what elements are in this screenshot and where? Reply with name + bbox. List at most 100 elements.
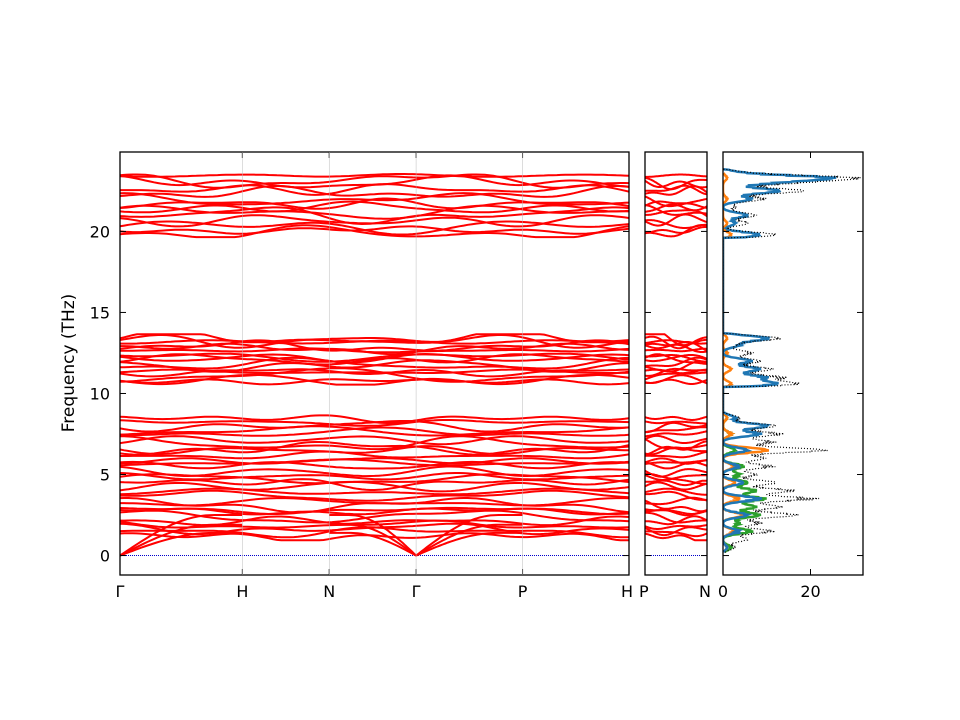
y-tick-label: 10	[90, 384, 110, 403]
band-line	[645, 468, 707, 478]
band-line	[120, 509, 629, 524]
band-line	[120, 184, 629, 198]
band-line	[645, 367, 707, 377]
band-line	[645, 481, 707, 491]
acoustic-branch	[120, 514, 243, 557]
acoustic-branch	[329, 514, 417, 557]
band-line	[645, 213, 707, 227]
band-line	[645, 490, 707, 501]
acoustic-branch	[120, 531, 243, 557]
x-tick-label: 20	[800, 582, 820, 601]
band-line	[120, 487, 629, 496]
band-line	[645, 450, 707, 459]
x-tick-label: N	[699, 582, 711, 601]
x-tick-label: P	[639, 582, 649, 601]
band-line	[645, 341, 707, 352]
y-tick-label: 0	[100, 547, 110, 566]
band-line	[120, 457, 629, 465]
band-lines	[645, 173, 707, 557]
x-tick-label: Γ	[116, 582, 125, 601]
y-tick-label: 15	[90, 303, 110, 322]
band-line	[120, 465, 629, 478]
frequency-axis: 0 5 10 15 20	[90, 222, 707, 566]
acoustic-branch	[415, 531, 523, 557]
band-line	[645, 378, 707, 385]
band-line	[120, 204, 629, 220]
band-line	[645, 353, 707, 365]
band-line	[645, 430, 707, 438]
band-line	[120, 489, 629, 502]
band-line	[645, 532, 707, 542]
band-line	[120, 425, 629, 437]
x-tick-label: 0	[718, 582, 728, 601]
band-line	[645, 356, 707, 368]
panel-frame	[644, 151, 708, 576]
band-line	[120, 378, 629, 386]
band-line	[120, 450, 629, 460]
band-line	[120, 339, 629, 352]
band-line	[120, 352, 629, 364]
band-line	[120, 173, 629, 178]
band-line	[120, 426, 629, 437]
panel-frame	[119, 151, 630, 576]
band-line	[645, 204, 707, 216]
band-line	[120, 225, 629, 235]
x-tick-label: H	[236, 582, 248, 601]
band-line	[120, 200, 629, 214]
band-line	[120, 473, 629, 485]
band-line	[120, 497, 629, 507]
band-line	[645, 508, 707, 515]
band-line	[645, 335, 707, 350]
band-line	[645, 457, 707, 465]
acoustic-branch	[415, 523, 523, 557]
band-line	[120, 458, 629, 467]
y-tick-label: 5	[100, 466, 110, 485]
band-line	[645, 333, 707, 347]
panel-frame	[722, 151, 864, 576]
band-line	[120, 192, 629, 206]
x-tick-label: H	[621, 582, 633, 601]
band-line	[645, 420, 707, 425]
band-line	[120, 367, 629, 383]
band-line	[120, 460, 629, 470]
band-line	[120, 333, 629, 344]
band-line	[645, 179, 707, 189]
band-line	[120, 472, 629, 481]
x-tick-label: P	[518, 582, 528, 601]
band-line	[645, 226, 707, 235]
band-line	[645, 496, 707, 506]
band-line	[120, 478, 629, 491]
band-lines	[120, 173, 629, 557]
band-line	[120, 441, 629, 456]
band-line	[645, 524, 707, 530]
band-line	[645, 347, 707, 353]
band-line	[645, 173, 707, 178]
y-tick-label: 20	[90, 222, 110, 241]
band-line	[645, 511, 707, 524]
band-line	[645, 526, 707, 537]
dos-curves	[723, 167, 861, 554]
band-line	[120, 173, 629, 189]
acoustic-branch	[329, 523, 417, 557]
band-line	[120, 353, 629, 366]
acoustic-branch	[415, 514, 523, 557]
band-line	[120, 435, 629, 451]
dos-panel: 0 20	[718, 151, 864, 601]
band-line	[645, 176, 707, 191]
band-line	[645, 434, 707, 444]
band-line	[645, 195, 707, 208]
band-line	[645, 421, 707, 434]
band-line	[645, 474, 707, 481]
band-line	[120, 480, 629, 493]
band-line	[120, 414, 629, 424]
band-line	[645, 339, 707, 345]
band-line	[120, 435, 629, 446]
band-line	[120, 224, 629, 239]
band-line	[645, 354, 707, 363]
y-axis-label: Frequency (THz)	[59, 294, 79, 433]
band-line	[120, 347, 629, 354]
x-tick-label: N	[323, 582, 335, 601]
